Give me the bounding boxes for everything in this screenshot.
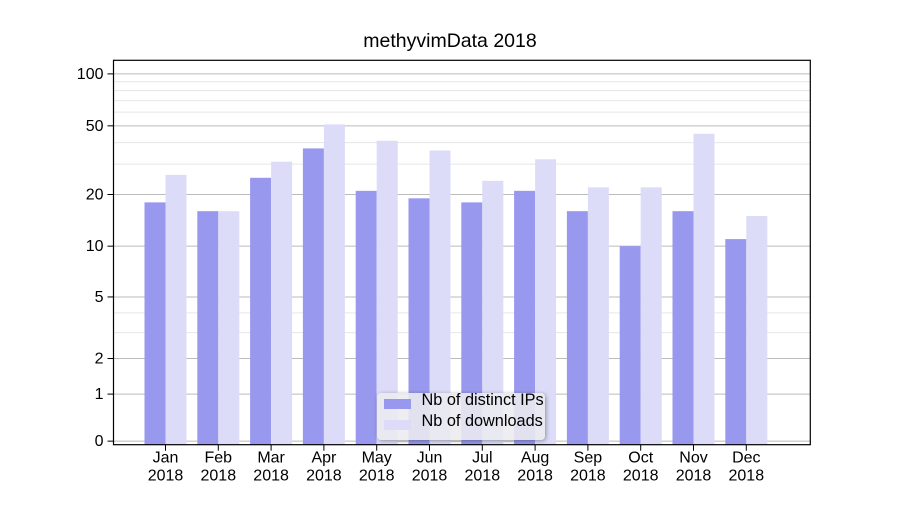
svg-text:2018: 2018	[148, 468, 184, 485]
svg-text:2018: 2018	[517, 468, 553, 485]
svg-text:Nov: Nov	[679, 450, 707, 467]
svg-text:10: 10	[86, 238, 104, 255]
svg-text:2018: 2018	[729, 468, 765, 485]
svg-text:Sep: Sep	[574, 450, 603, 467]
svg-text:Jan: Jan	[153, 450, 179, 467]
svg-text:2: 2	[95, 351, 104, 368]
svg-text:Feb: Feb	[205, 450, 233, 467]
svg-text:2018: 2018	[306, 468, 342, 485]
svg-text:Jun: Jun	[417, 450, 443, 467]
svg-text:Mar: Mar	[257, 450, 285, 467]
svg-text:Dec: Dec	[732, 450, 760, 467]
svg-text:50: 50	[86, 118, 104, 135]
svg-text:2018: 2018	[623, 468, 659, 485]
svg-text:20: 20	[86, 186, 104, 203]
svg-text:2018: 2018	[253, 468, 289, 485]
svg-text:2018: 2018	[359, 468, 395, 485]
svg-text:2018: 2018	[412, 468, 448, 485]
svg-text:2018: 2018	[676, 468, 712, 485]
svg-text:Aug: Aug	[521, 450, 549, 467]
svg-text:100: 100	[77, 66, 104, 83]
svg-text:2018: 2018	[465, 468, 501, 485]
svg-text:5: 5	[95, 289, 104, 306]
svg-text:May: May	[362, 450, 392, 467]
svg-text:2018: 2018	[201, 468, 237, 485]
svg-text:2018: 2018	[570, 468, 606, 485]
svg-text:Apr: Apr	[311, 450, 337, 467]
svg-text:1: 1	[95, 386, 104, 403]
svg-text:0: 0	[95, 433, 104, 450]
svg-text:Oct: Oct	[628, 450, 653, 467]
svg-text:Jul: Jul	[472, 450, 492, 467]
